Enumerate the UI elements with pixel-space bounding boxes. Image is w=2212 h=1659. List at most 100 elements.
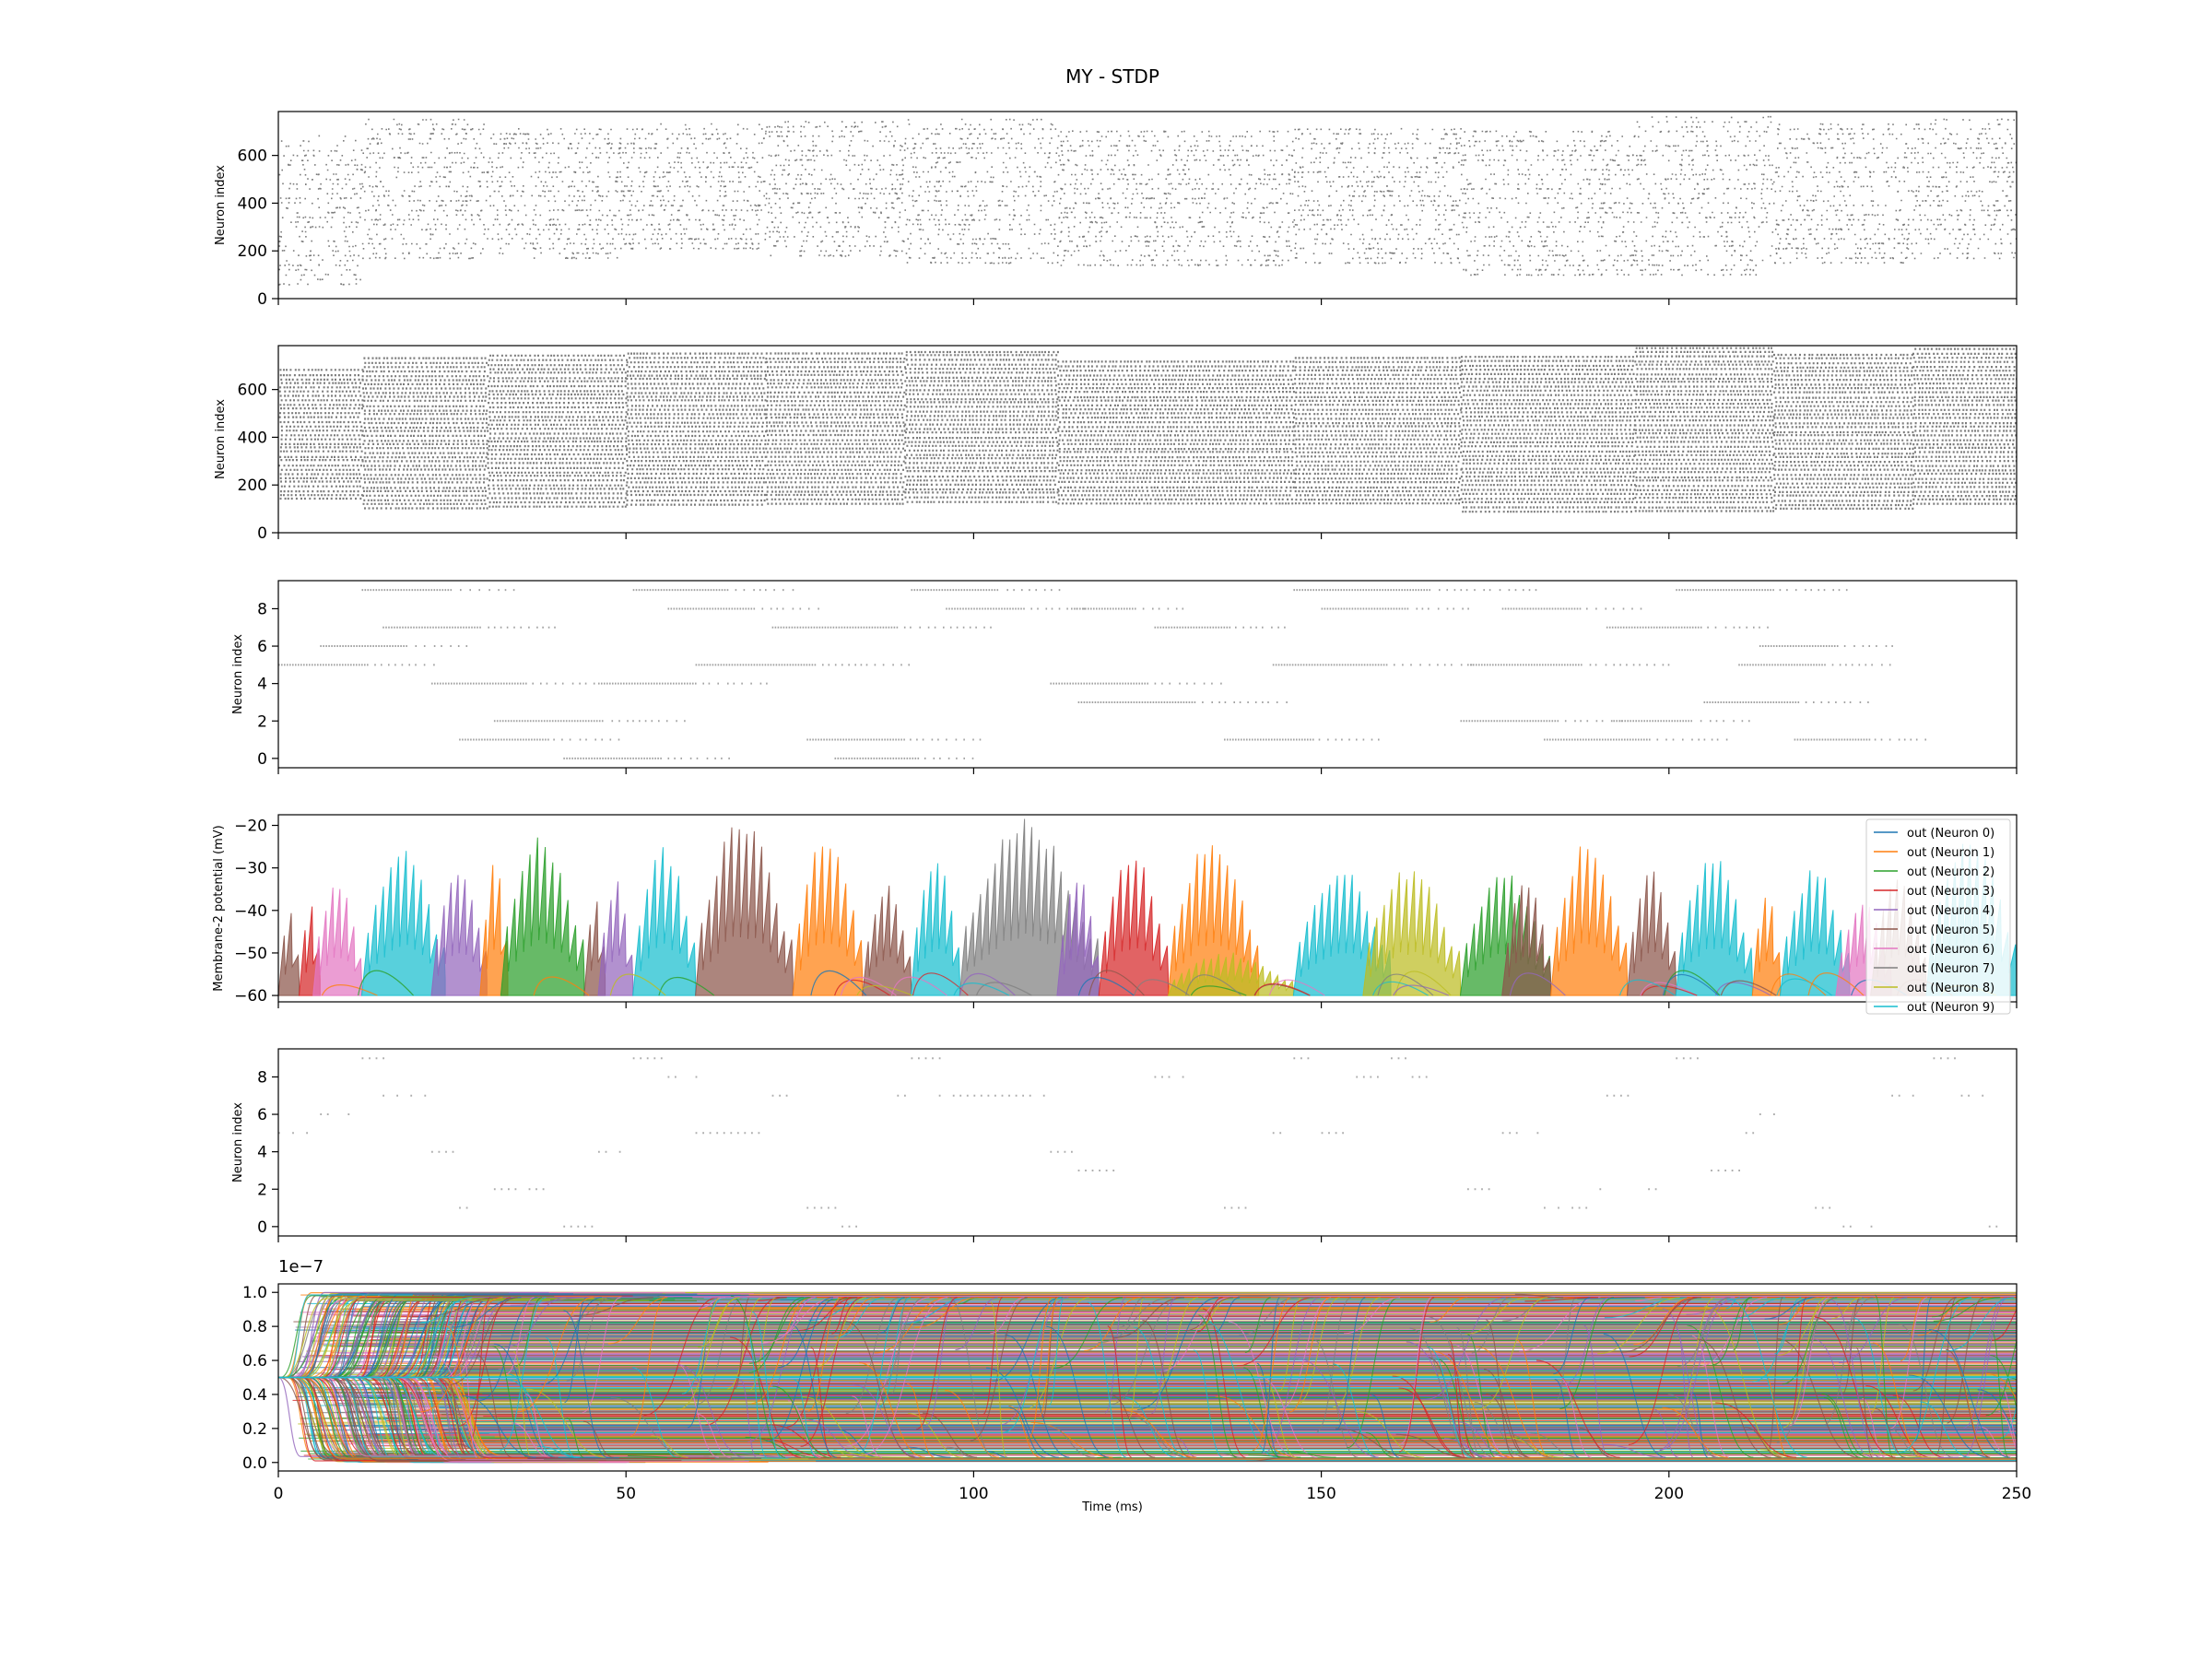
weight-trace (559, 1297, 620, 1326)
weight-trace (1744, 1426, 1782, 1458)
y-tick-label: 200 (238, 477, 267, 495)
y-tick-label: 2 (257, 1181, 267, 1199)
weight-trace (1365, 1431, 1394, 1458)
weight-trace (1597, 1297, 1680, 1355)
legend-label: out (Neuron 6) (1907, 943, 1994, 957)
weight-trace (1128, 1297, 1145, 1419)
weight-trace (786, 1297, 847, 1428)
weight-trace (504, 1297, 567, 1348)
y-tick-label: 0.2 (242, 1420, 267, 1439)
weight-trace (1217, 1452, 1242, 1458)
weight-trace (748, 1297, 805, 1373)
weight-trace (1862, 1397, 1886, 1458)
weight-trace (505, 1297, 535, 1375)
weight-trace (766, 1297, 839, 1442)
weight-trace (1620, 1297, 1702, 1353)
input-spikes (278, 115, 2017, 286)
weight-trace (1120, 1297, 1146, 1328)
y-tick-label: 2 (257, 712, 267, 731)
weight-trace (1401, 1297, 1432, 1444)
weight-trace (947, 1446, 974, 1458)
weight-trace (651, 1435, 688, 1458)
membrane-trace (810, 970, 867, 996)
weight-trace (1238, 1295, 1318, 1299)
y-axis-label: Membrane-2 potential (mV) (212, 825, 226, 991)
weight-trace (1963, 1297, 2006, 1429)
membrane-trace (1509, 972, 1566, 996)
weight-trace (1483, 1369, 1531, 1458)
weight-trace (891, 1297, 909, 1394)
weight-trace (970, 1297, 1028, 1441)
x-tick-label: 200 (1654, 1485, 1684, 1503)
weight-trace (758, 1297, 787, 1301)
weight-trace (1449, 1340, 1465, 1458)
y-tick-label: −60 (234, 987, 267, 1006)
membrane-burst-neuron-5 (1626, 871, 1677, 996)
axes-frame (277, 580, 2018, 769)
weight-trace (1603, 1443, 1665, 1458)
weight-trace (628, 1455, 681, 1458)
weight-trace (1931, 1297, 1971, 1318)
weight-trace (566, 1417, 584, 1458)
membrane-trace (1720, 980, 1777, 996)
weight-trace (1431, 1350, 1513, 1458)
membrane-trace (1088, 970, 1146, 996)
weight-trace (807, 1297, 842, 1412)
weight-trace (1130, 1417, 1188, 1458)
weight-trace (1142, 1320, 1191, 1458)
y-tick-label: 600 (238, 382, 267, 400)
membrane-trace (321, 984, 378, 996)
weight-trace (1564, 1297, 1610, 1385)
membrane-trace (975, 982, 1032, 996)
weight-trace (698, 1297, 740, 1348)
y-tick-label: 0 (257, 524, 267, 543)
membrane-trace (834, 979, 890, 996)
weight-trace (1553, 1297, 1591, 1375)
weight-trace (1184, 1297, 1233, 1332)
figure-title: MY - STDP (1065, 65, 1159, 88)
membrane-trace (1393, 984, 1450, 996)
weight-trace (1853, 1317, 1905, 1458)
weight-trace (846, 1297, 930, 1447)
weight-trace (278, 1295, 407, 1379)
weight-trace (1898, 1297, 1972, 1453)
weight-trace (1935, 1297, 1957, 1457)
membrane-burst-neuron-1 (1168, 845, 1260, 996)
weight-trace (1515, 1339, 1549, 1458)
weight-trace (844, 1321, 915, 1458)
weight-trace (1554, 1378, 1580, 1458)
weight-trace (1046, 1325, 1109, 1458)
y-tick-label: 6 (257, 638, 267, 656)
weight-trace (1514, 1293, 1564, 1299)
axes-frame (277, 345, 2018, 534)
weight-trace (1789, 1297, 1830, 1427)
y-tick-label: 600 (238, 147, 267, 166)
weight-trace (1676, 1328, 1694, 1458)
weight-trace (1236, 1297, 1313, 1367)
weight-trace (1823, 1396, 1861, 1458)
membrane-trace (1133, 979, 1190, 996)
weight-trace (727, 1297, 763, 1390)
weight-trace (1296, 1297, 1340, 1406)
weight-trace (902, 1297, 971, 1324)
weight-trace (1635, 1297, 1662, 1301)
weight-trace (1727, 1299, 1807, 1458)
membrane-burst-neuron-9 (910, 863, 960, 996)
y-tick-label: 6 (257, 1106, 267, 1124)
weight-trace (510, 1297, 592, 1306)
legend-label: out (Neuron 0) (1907, 827, 1994, 841)
weight-trace (1790, 1297, 1807, 1419)
weight-trace (955, 1297, 998, 1351)
weight-trace (1053, 1297, 1124, 1370)
weight-trace (541, 1297, 603, 1385)
y-tick-label: −40 (234, 902, 267, 921)
weight-trace (1000, 1297, 1069, 1426)
weight-trace (705, 1297, 781, 1426)
weight-trace (278, 1300, 550, 1379)
weight-trace (1456, 1326, 1481, 1458)
weight-trace (982, 1297, 1004, 1415)
weight-trace (1920, 1401, 1971, 1458)
weight-trace (1991, 1329, 2009, 1458)
weight-trace (1159, 1297, 1230, 1372)
y-tick-label: 0 (257, 1218, 267, 1237)
